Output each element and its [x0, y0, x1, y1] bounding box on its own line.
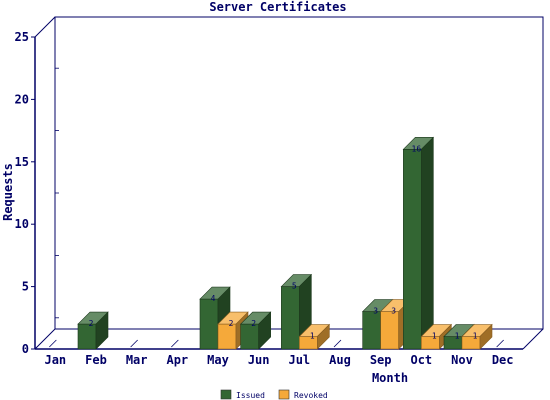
data-label: 1 — [473, 332, 478, 341]
x-tick-label: Oct — [410, 353, 432, 367]
y-tick-label: 25 — [15, 30, 29, 44]
x-tick-label: Dec — [492, 353, 514, 367]
data-label: 1 — [432, 332, 437, 341]
floor-tick — [130, 339, 138, 348]
y-axis-title: Requests — [1, 163, 15, 221]
data-label: 2 — [229, 319, 234, 328]
floor-tick — [171, 339, 179, 348]
x-tick-label: Jul — [288, 353, 310, 367]
bar-front — [362, 311, 381, 350]
x-tick-label: May — [207, 353, 229, 367]
x-tick-label: Apr — [166, 353, 188, 367]
data-label: 3 — [373, 307, 378, 316]
x-tick-label: Sep — [370, 353, 392, 367]
legend-label: Revoked — [294, 391, 328, 400]
x-tick-label: Mar — [126, 353, 148, 367]
y-tick-label: 15 — [15, 155, 29, 169]
floor-tick — [333, 339, 342, 348]
bar-side — [421, 136, 434, 350]
x-tick-label: Feb — [85, 353, 107, 367]
y-tick-label: 5 — [22, 280, 29, 294]
bar: 16 — [402, 136, 435, 350]
bar-side — [95, 311, 109, 350]
bar-side — [479, 323, 493, 350]
bars: 2 4 2 2 5 1 3 3 16 1 1 1 — [77, 136, 493, 350]
bar: 2 — [77, 311, 109, 350]
x-tick-label: Aug — [329, 353, 351, 367]
bar-front — [199, 298, 219, 350]
data-label: 5 — [292, 282, 297, 291]
y-tick-label: 20 — [15, 92, 29, 106]
y-tick-label: 10 — [15, 217, 29, 231]
bar-front — [380, 311, 399, 350]
data-label: 3 — [391, 307, 396, 316]
chart-title: Server Certificates — [209, 0, 346, 14]
x-tick-label: Nov — [451, 353, 473, 367]
plot-edge — [522, 328, 544, 350]
data-label: 2 — [251, 319, 256, 328]
legend: Issued Revoked — [220, 389, 328, 400]
bar-front — [281, 286, 300, 350]
bar-side — [258, 311, 271, 350]
data-label: 4 — [211, 294, 216, 303]
legend-swatch — [278, 389, 290, 400]
floor-tick — [49, 339, 57, 348]
plot-edge — [34, 16, 56, 38]
plot-edge — [34, 328, 56, 350]
data-label: 2 — [89, 319, 94, 328]
x-tick-label: Jan — [44, 353, 66, 367]
y-tick-label: 0 — [22, 342, 29, 356]
legend-label: Issued — [236, 391, 265, 400]
bar-side — [317, 323, 330, 350]
data-label: 1 — [455, 332, 460, 341]
legend-swatch — [220, 389, 232, 400]
x-axis-title: Month — [372, 371, 408, 385]
y-axis-ticks: 0 5 10 15 20 25 — [15, 30, 59, 356]
data-label: 16 — [412, 144, 422, 153]
bar: 1 — [298, 323, 331, 350]
bar: 2 — [239, 311, 272, 350]
x-tick-label: Jun — [248, 353, 270, 367]
bar-front — [403, 149, 422, 350]
floor-tick — [496, 339, 504, 348]
x-axis-ticks: Jan Feb Mar Apr May Jun Jul Aug Sep Oct Nov Dec — [44, 353, 513, 367]
data-label: 1 — [310, 332, 315, 341]
bar: 1 — [461, 323, 493, 350]
bar: 1 — [420, 323, 453, 350]
